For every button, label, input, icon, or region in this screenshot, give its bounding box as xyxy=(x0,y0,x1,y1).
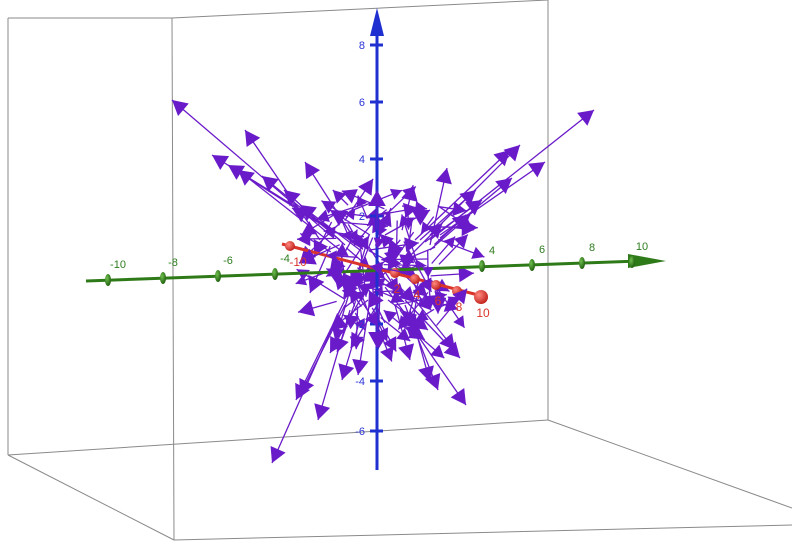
vector-arrow xyxy=(438,234,469,265)
vector-arrow xyxy=(390,278,416,303)
depth-axis-tick xyxy=(410,274,420,284)
vector-arrow xyxy=(422,249,434,278)
vector-arrow xyxy=(424,199,483,243)
vector-arrow xyxy=(237,169,341,251)
depth-axis-tick-label: 2 xyxy=(394,282,401,296)
vector-field-back xyxy=(171,99,595,464)
vector-arrow xyxy=(298,244,340,265)
vector-arrow xyxy=(436,288,468,326)
vector-arrow xyxy=(368,300,386,348)
vector-arrow xyxy=(304,161,356,241)
vector-arrow xyxy=(436,296,462,310)
vertical-axis-tick-label: 2 xyxy=(359,211,365,223)
depth-axis-line xyxy=(281,242,483,298)
depth-axis-tick xyxy=(285,241,295,251)
horizontal-axis-tick-label: 6 xyxy=(539,244,545,256)
horizontal-axis-line xyxy=(85,259,641,283)
vector-arrow xyxy=(420,216,435,234)
vector-arrow xyxy=(349,237,374,289)
vertical-axis-arrowhead xyxy=(370,8,384,36)
vector-arrow xyxy=(378,202,419,218)
vector-arrow xyxy=(244,129,321,241)
vector-arrow xyxy=(338,235,370,284)
vector-arrow xyxy=(387,299,429,331)
horizontal-axis-tick-label: 4 xyxy=(489,245,495,257)
horizontal-axis xyxy=(85,254,666,286)
depth-axis-tick-label: 6 xyxy=(435,294,442,308)
vector-arrow xyxy=(329,299,369,331)
vector-arrow xyxy=(430,265,474,283)
vector-arrow xyxy=(332,189,349,206)
vector-arrow xyxy=(374,212,392,246)
horizontal-axis-tick-label: 10 xyxy=(636,241,648,253)
horizontal-axis-tick xyxy=(579,257,585,269)
vector-arrow xyxy=(414,149,511,241)
vector-arrow xyxy=(326,268,370,292)
vector-arrow xyxy=(368,190,386,230)
vector-arrow xyxy=(383,277,406,297)
vector-arrow xyxy=(369,261,412,276)
horizontal-axis-tick-label: -10 xyxy=(110,259,126,271)
box-edge xyxy=(173,524,792,541)
depth-axis-tick-label: 8 xyxy=(456,300,463,314)
vector-arrow xyxy=(332,292,350,341)
box-edge xyxy=(7,419,549,456)
vertical-axis-tick-label: -2 xyxy=(355,319,365,331)
vector-arrow xyxy=(296,231,337,247)
horizontal-axis-tick-label: 8 xyxy=(589,242,595,254)
vector-arrow xyxy=(408,222,443,258)
vector-field-front xyxy=(296,190,485,359)
vector-arrow xyxy=(326,250,358,262)
depth-axis-tick-label: -10 xyxy=(289,255,307,269)
vector-arrow xyxy=(329,209,371,236)
vector-arrow xyxy=(323,226,365,239)
vector-arrow xyxy=(297,299,337,317)
vector-arrow xyxy=(437,238,485,259)
horizontal-axis-arrowhead xyxy=(628,254,666,268)
horizontal-axis-tick-label: -6 xyxy=(223,255,233,267)
horizontal-axis-tick-label: -8 xyxy=(168,257,178,269)
vector-arrow xyxy=(355,292,379,327)
horizontal-axis-tick-label: -4 xyxy=(280,253,290,265)
vector-arrow xyxy=(387,231,415,271)
horizontal-axis-tick xyxy=(160,272,166,284)
depth-axis-tick-label: 10 xyxy=(476,306,490,320)
vector-arrow xyxy=(416,333,445,359)
vector-arrow xyxy=(308,245,331,294)
box-edge xyxy=(547,419,792,509)
vertical-axis-tick-label: -6 xyxy=(355,426,365,438)
vertical-axis-tick-label: 6 xyxy=(359,97,365,109)
vector-arrow xyxy=(343,290,367,309)
box-edge xyxy=(7,454,175,541)
vertical-axis-tick-label: -4 xyxy=(355,376,365,388)
depth-axis-tick-label: 4 xyxy=(414,288,421,302)
horizontal-axis-tick xyxy=(479,260,485,272)
vector-arrow xyxy=(399,246,436,264)
horizontal-axis-tick xyxy=(529,259,535,271)
vector-arrow xyxy=(363,284,405,304)
box-edge xyxy=(171,0,549,19)
vector-arrow xyxy=(384,209,431,236)
vertical-axis-tick-label: 4 xyxy=(359,154,365,166)
horizontal-axis-tick xyxy=(272,268,278,280)
vertical-axis-tick-label: 8 xyxy=(359,40,365,52)
vector-arrow xyxy=(283,189,346,246)
vector-arrow xyxy=(379,233,396,251)
bounding-box xyxy=(7,0,792,541)
horizontal-axis-tick xyxy=(105,274,111,286)
depth-axis-tick xyxy=(431,280,441,290)
vector-arrow xyxy=(349,306,364,350)
vector-arrow xyxy=(356,195,369,219)
depth-axis-tick xyxy=(474,290,488,304)
vector-arrow xyxy=(439,201,467,217)
horizontal-axis-tick xyxy=(629,256,635,268)
vector-arrow xyxy=(380,316,411,342)
vector-arrow xyxy=(414,299,456,351)
horizontal-axis-tick xyxy=(215,270,221,282)
vector-arrow xyxy=(438,290,466,329)
